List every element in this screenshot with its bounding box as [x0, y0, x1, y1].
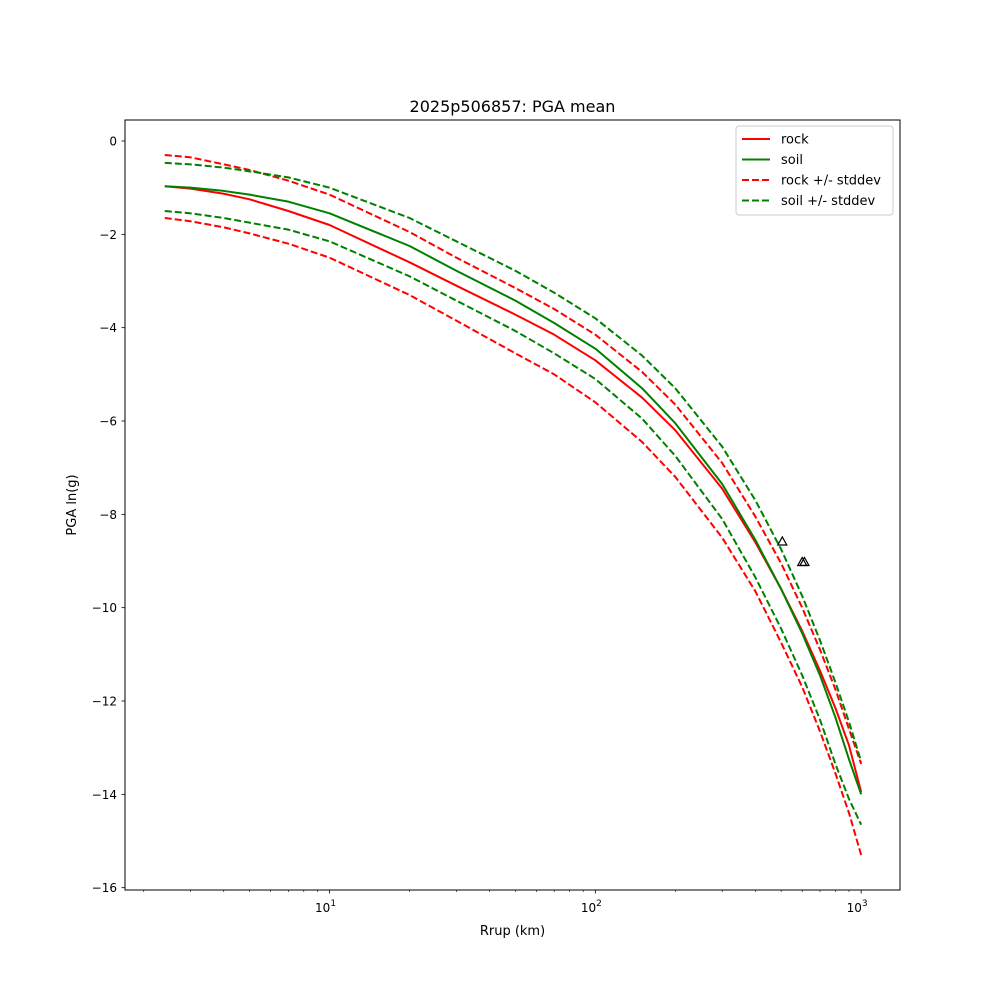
y-axis-label: PGA ln(g) — [65, 474, 80, 535]
y-tick-label: 0 — [109, 135, 117, 149]
series-line-2 — [164, 185, 863, 795]
y-tick-label: −16 — [92, 881, 117, 895]
x-tick-label: 103 — [847, 899, 868, 915]
legend-label-4: soil +/- stddev — [781, 194, 876, 209]
y-tick-label: −2 — [99, 228, 117, 242]
x-axis-label: Rrup (km) — [480, 924, 545, 939]
series-line-4 — [164, 217, 863, 856]
x-axis: 101 102 103 — [143, 890, 868, 915]
axes-frame — [124, 119, 901, 891]
observation-marker-3 — [798, 556, 810, 567]
legend-label-2: soil — [781, 153, 803, 168]
y-axis: 0 −2 −4 −6 −8 −10 −12 −14 −16 — [92, 135, 125, 895]
legend-label-1: rock — [781, 133, 809, 148]
plot-area — [164, 154, 863, 856]
y-tick-label: −10 — [92, 601, 117, 615]
x-tick-label: 101 — [315, 899, 336, 915]
x-tick-label: 102 — [581, 899, 602, 915]
y-tick-label: −4 — [99, 321, 117, 335]
y-tick-label: −14 — [92, 788, 117, 802]
series-line-5 — [164, 161, 863, 762]
legend-box — [735, 125, 894, 216]
series-line-6 — [164, 210, 863, 826]
series-line-1 — [164, 185, 863, 793]
y-tick-label: −12 — [92, 695, 117, 709]
series-line-3 — [164, 154, 863, 765]
legend: rock soil rock +/- stddev soil +/- stddev — [735, 125, 894, 216]
legend-label-3: rock +/- stddev — [781, 174, 881, 189]
y-tick-label: −6 — [99, 415, 117, 429]
y-tick-label: −8 — [99, 508, 117, 522]
chart-title: 2025p506857: PGA mean — [410, 97, 616, 116]
observation-marker-1 — [776, 535, 788, 546]
